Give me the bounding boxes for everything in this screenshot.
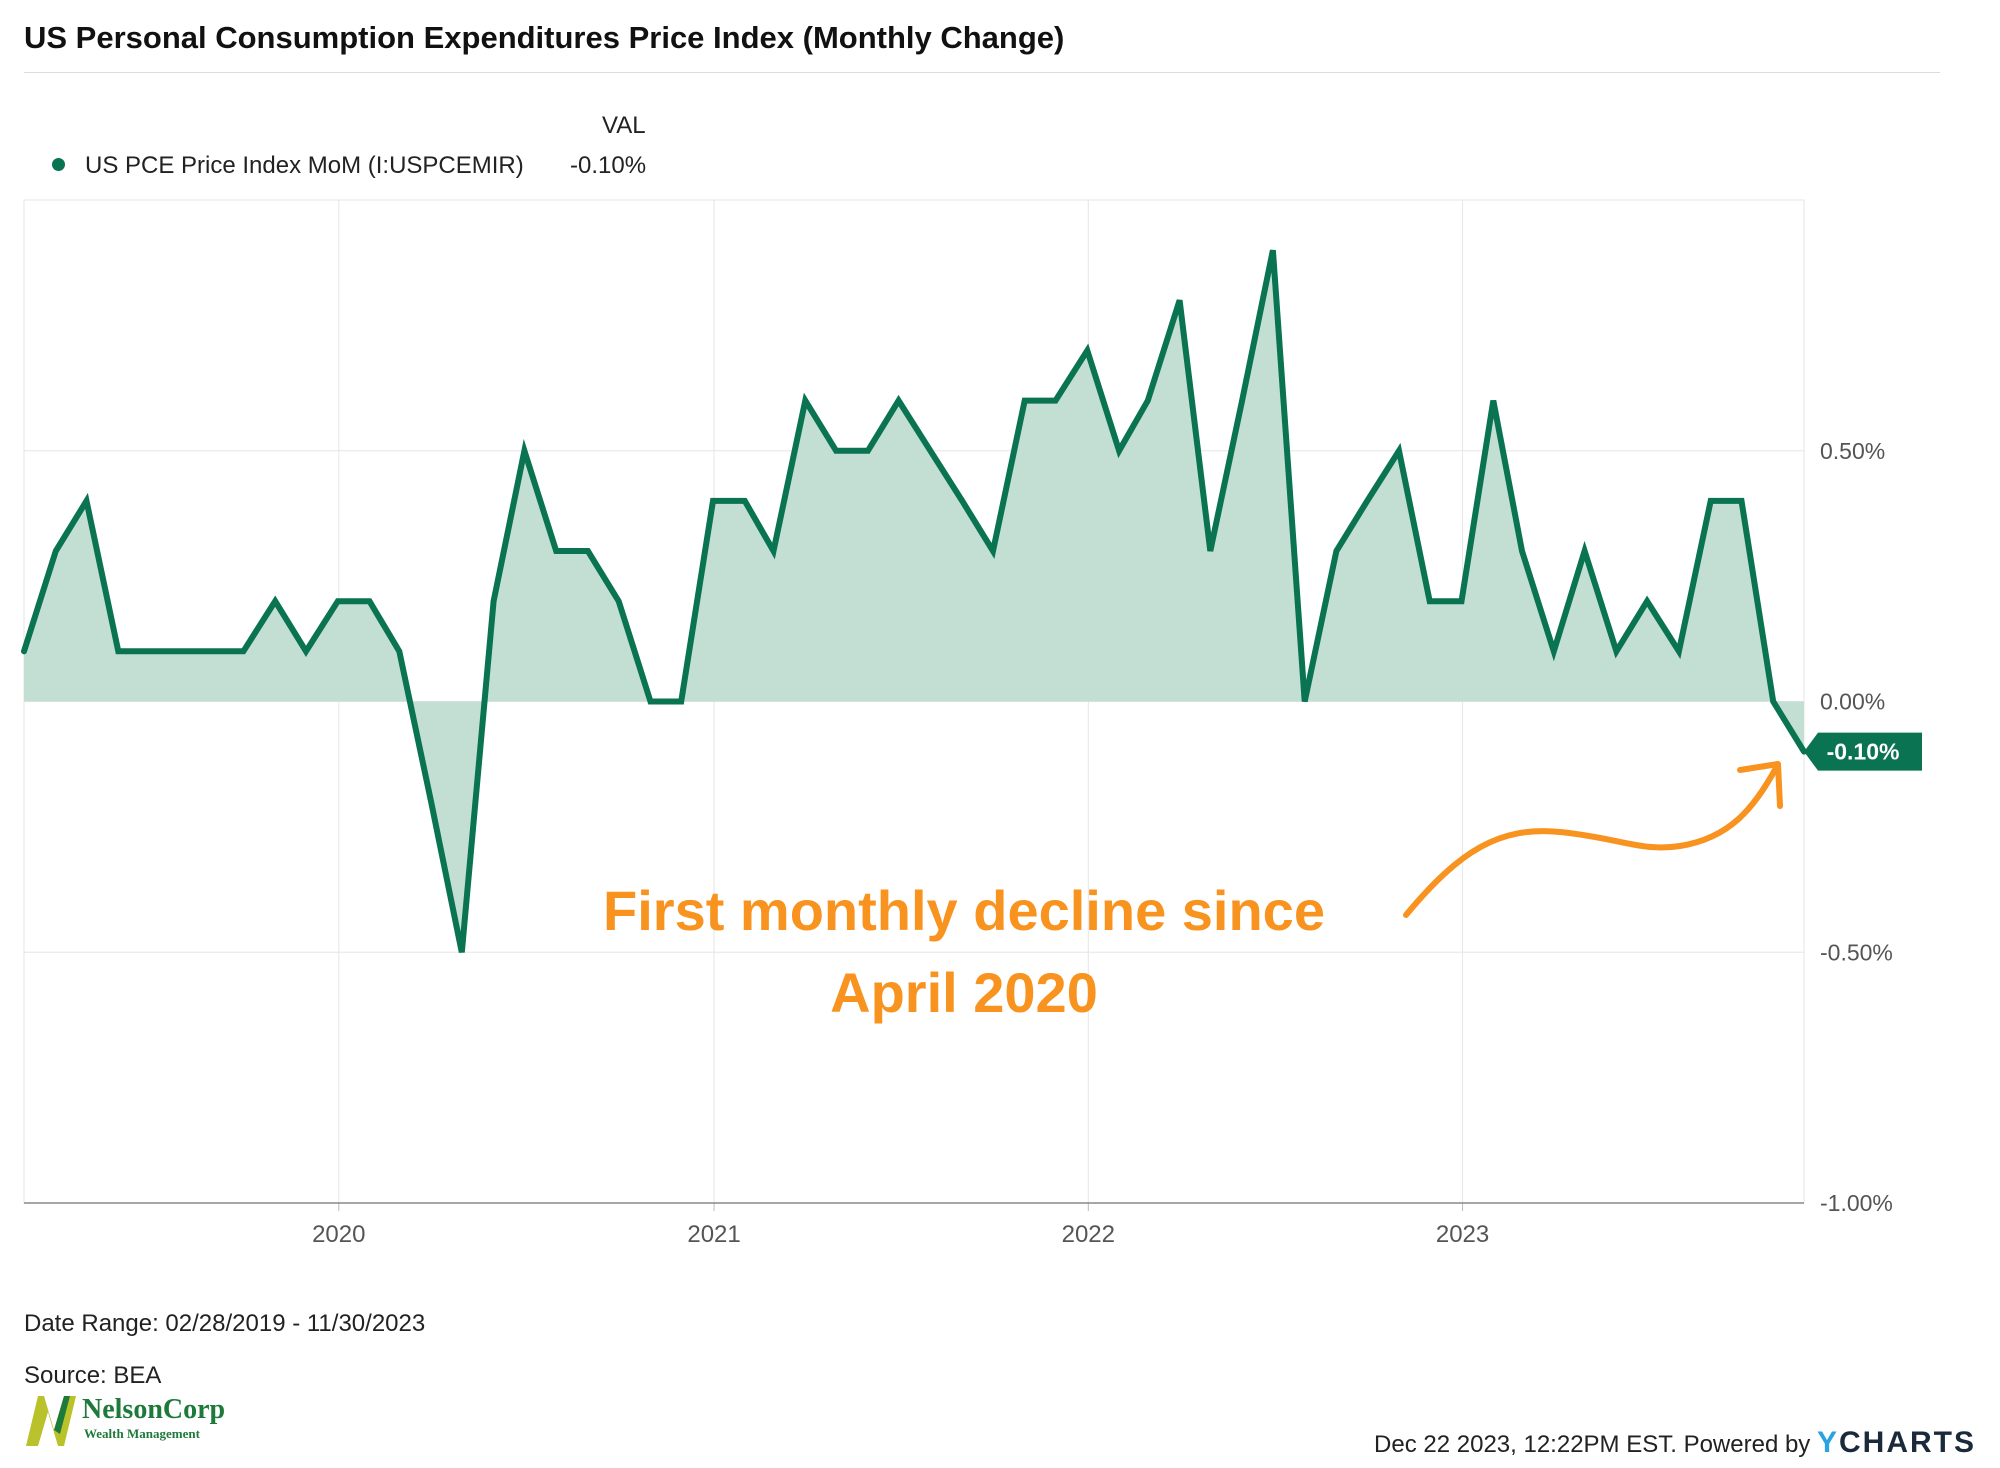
y-tick-label: 0.50% — [1820, 438, 1885, 464]
axis-layer: 0.50% 0.00% -0.50% -1.00% 2020 2021 2022 2023 -0… — [24, 438, 1922, 1248]
last-value-badge — [1804, 732, 1922, 771]
logo-subtitle: Wealth Management — [84, 1426, 200, 1441]
logo-name: NelsonCorp — [82, 1394, 226, 1425]
title-divider — [24, 72, 1940, 73]
legend-entry: US PCE Price Index MoM (I:USPCEMIR) — [52, 152, 524, 180]
annotation-arrow — [1403, 765, 1779, 918]
y-tick-label: -0.50% — [1820, 939, 1893, 965]
annotation-layer: First monthly decline since April 2020 — [603, 761, 1783, 1024]
series-line — [21, 249, 1807, 953]
source-label: Source: BEA — [24, 1362, 162, 1389]
annotation-line-1: First monthly decline since — [603, 879, 1325, 942]
ycharts-y: Y — [1816, 1426, 1839, 1459]
y-tick-label: -1.00% — [1820, 1190, 1893, 1216]
x-tick-label: 2021 — [687, 1221, 740, 1248]
x-tick-label: 2022 — [1062, 1221, 1115, 1248]
ycharts-wordmark: CHARTS — [1839, 1426, 1976, 1459]
legend-value-header: VAL — [602, 112, 646, 139]
nelsoncorp-logo-mark-icon — [26, 1396, 76, 1446]
x-tick-label: 2023 — [1436, 1221, 1489, 1248]
y-tick-label: 0.00% — [1820, 689, 1885, 715]
chart-title: US Personal Consumption Expenditures Pri… — [24, 20, 1065, 55]
date-range-label: Date Range: 02/28/2019 - 11/30/2023 — [24, 1310, 426, 1337]
ycharts-logo[interactable]: YCHARTS — [1817, 1426, 1976, 1459]
annotation-line-2: April 2020 — [830, 961, 1098, 1024]
last-value-label: -0.10% — [1827, 739, 1900, 765]
nelsoncorp-logo: NelsonCorp Wealth Management — [24, 1392, 234, 1448]
legend-series-label: US PCE Price Index MoM (I:USPCEMIR) — [85, 152, 524, 179]
legend-series-value: -0.10% — [570, 152, 647, 179]
series-area-fill — [24, 250, 1804, 953]
powered-by-text: Dec 22 2023, 12:22PM EST. Powered by — [1374, 1431, 1811, 1458]
x-tick-label: 2020 — [312, 1221, 365, 1248]
annotation-arrowhead — [1737, 761, 1783, 809]
legend-dot-icon — [52, 158, 65, 172]
powered-by: Dec 22 2023, 12:22PM EST. Powered by YCH… — [1374, 1426, 1976, 1460]
area-layer — [21, 249, 1807, 953]
